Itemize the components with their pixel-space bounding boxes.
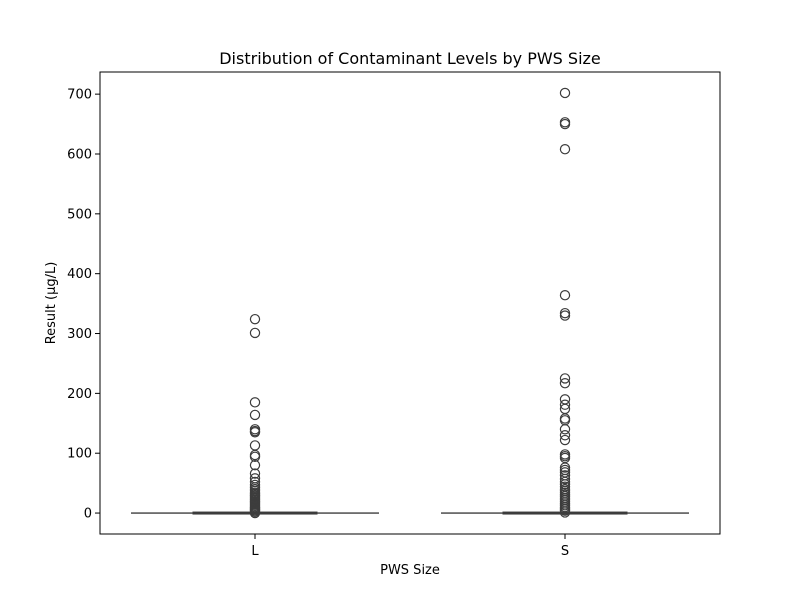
y-tick-label: 100: [67, 447, 92, 462]
outlier-point: [559, 118, 571, 130]
outlier-point: [559, 87, 571, 99]
outlier-point: [559, 424, 571, 435]
y-tick-label: 400: [67, 267, 92, 282]
outlier-point: [249, 313, 261, 325]
outlier-point: [249, 397, 261, 408]
y-axis-label: Result (µg/L): [44, 262, 59, 345]
outlier-point: [559, 310, 571, 321]
outlier-point: [559, 507, 571, 518]
outlier-point: [559, 434, 571, 446]
x-tick-label: S: [561, 544, 569, 559]
outlier-point: [249, 440, 261, 451]
y-axis: 0 100 200 300 400 500 600 700: [67, 88, 100, 522]
outlier-point: [559, 377, 571, 389]
outlier-point: [559, 473, 571, 485]
y-tick-label: 500: [67, 207, 92, 222]
y-tick-label: 600: [67, 147, 92, 162]
outlier-point: [249, 427, 261, 438]
outlier-point: [559, 394, 571, 405]
box-group-L: [131, 313, 379, 519]
box-group-S: [441, 87, 689, 518]
x-axis-label: PWS Size: [380, 563, 440, 578]
outlier-point: [559, 373, 571, 384]
y-tick-label: 700: [67, 88, 92, 103]
plot-frame: [99, 71, 721, 535]
outlier-point: [249, 459, 261, 471]
chart-title: Distribution of Contaminant Levels by PW…: [219, 49, 601, 68]
plot-area: [131, 87, 689, 519]
outlier-point: [249, 327, 261, 339]
outlier-point: [559, 430, 571, 441]
outlier-point: [559, 290, 571, 301]
outlier-point: [559, 399, 571, 410]
y-tick-label: 200: [67, 387, 92, 402]
outlier-point: [249, 507, 261, 519]
outlier-point: [249, 451, 261, 463]
y-tick-label: 300: [67, 327, 92, 342]
outlier-point: [559, 143, 571, 155]
y-tick-label: 0: [84, 507, 92, 522]
x-tick-label: L: [251, 544, 259, 559]
outlier-point: [249, 468, 261, 479]
outlier-point: [249, 409, 261, 421]
